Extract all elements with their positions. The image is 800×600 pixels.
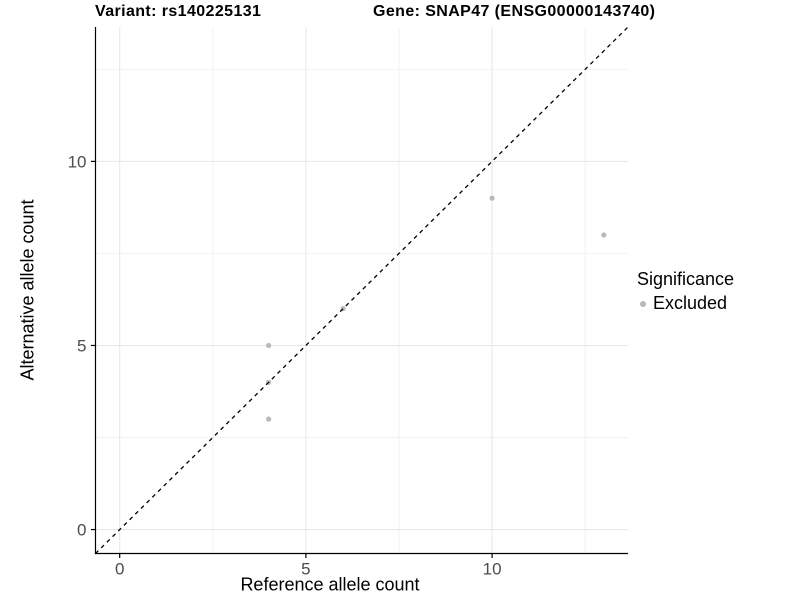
legend: Significance Excluded bbox=[637, 269, 734, 314]
y-tick-label: 5 bbox=[77, 336, 86, 355]
y-axis-title: Alternative allele count bbox=[17, 199, 38, 381]
y-tick-label: 10 bbox=[68, 152, 87, 171]
x-tick-label: 10 bbox=[483, 560, 502, 579]
identity-line bbox=[95, 26, 629, 554]
legend-item-excluded: Excluded bbox=[637, 293, 734, 314]
x-tick-label: 5 bbox=[301, 560, 310, 579]
legend-title: Significance bbox=[637, 269, 735, 289]
plot-title-variant: Variant: rs140225131 bbox=[95, 3, 262, 20]
plot-title-gene: Gene: SNAP47 (ENSG00000143740) bbox=[373, 3, 656, 20]
excluded-point-icon bbox=[640, 300, 646, 307]
x-tick-label: 0 bbox=[115, 560, 124, 579]
data-point bbox=[266, 342, 272, 349]
data-point bbox=[266, 416, 272, 422]
data-point bbox=[601, 232, 607, 238]
data-point bbox=[489, 195, 495, 201]
y-tick-label: 0 bbox=[77, 521, 86, 540]
legend-item-label: Excluded bbox=[653, 293, 728, 313]
x-axis-title: Reference allele count bbox=[240, 574, 420, 595]
